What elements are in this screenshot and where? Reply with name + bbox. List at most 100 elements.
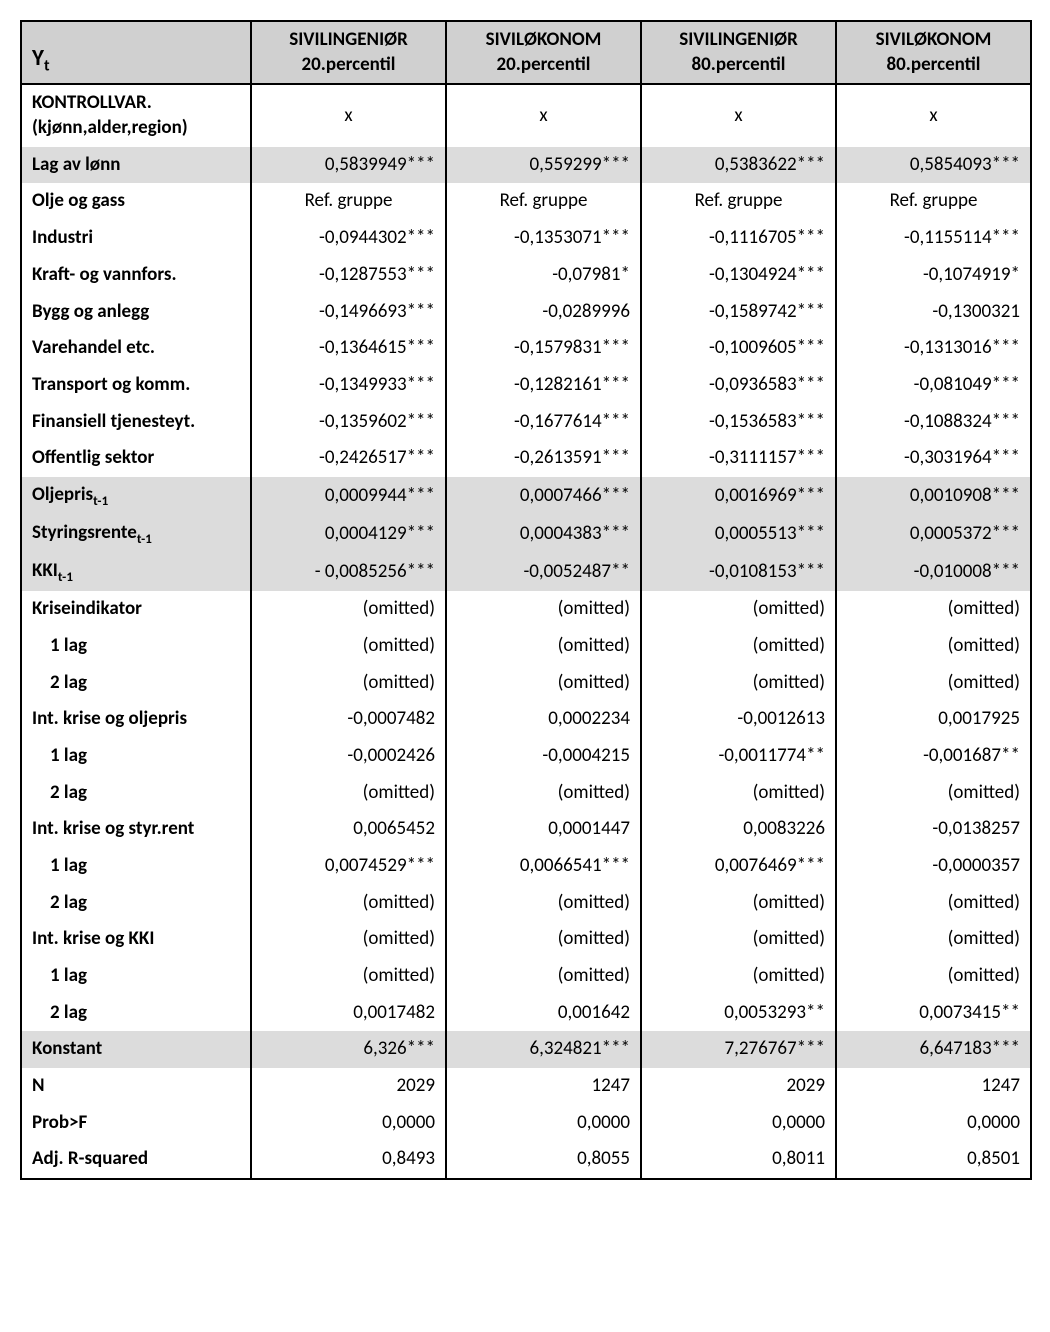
row-label: 1 lag <box>21 848 251 885</box>
table-row: Olje og gassRef. gruppeRef. gruppeRef. g… <box>21 183 1031 220</box>
row-label: Lag av lønn <box>21 147 251 184</box>
table-row: N2029124720291247 <box>21 1068 1031 1105</box>
cell-value: (omitted) <box>251 958 446 995</box>
cell-value: 0,0000 <box>446 1105 641 1142</box>
cell-value: Ref. gruppe <box>836 183 1031 220</box>
cell-value: 0,0083226 <box>641 811 836 848</box>
cell-value: -0,0012613 <box>641 701 836 738</box>
table-row: Finansiell tjenesteyt.-0,1359602***-0,16… <box>21 404 1031 441</box>
row-label: N <box>21 1068 251 1105</box>
row-label: Varehandel etc. <box>21 330 251 367</box>
row-label: 2 lag <box>21 885 251 922</box>
table-row: Lag av lønn0,5839949***0,559299***0,5383… <box>21 147 1031 184</box>
table-row: 2 lag(omitted)(omitted)(omitted)(omitted… <box>21 885 1031 922</box>
cell-value: 0,559299*** <box>446 147 641 184</box>
table-row: Oljeprist-10,0009944***0,0007466***0,001… <box>21 477 1031 515</box>
cell-value: -0,1155114*** <box>836 220 1031 257</box>
cell-value: -0,001687** <box>836 738 1031 775</box>
cell-value: (omitted) <box>836 958 1031 995</box>
row-label: Offentlig sektor <box>21 440 251 477</box>
cell-value: (omitted) <box>836 591 1031 628</box>
row-label: Int. krise og styr.rent <box>21 811 251 848</box>
cell-value: 6,647183*** <box>836 1031 1031 1068</box>
cell-value: 0,0053293** <box>641 995 836 1032</box>
table-row: 1 lag(omitted)(omitted)(omitted)(omitted… <box>21 958 1031 995</box>
cell-value: -0,0108153*** <box>641 553 836 591</box>
cell-value: Ref. gruppe <box>251 183 446 220</box>
cell-value: (omitted) <box>836 921 1031 958</box>
row-label: 2 lag <box>21 995 251 1032</box>
cell-value: (omitted) <box>836 775 1031 812</box>
cell-value: -0,0138257 <box>836 811 1031 848</box>
cell-value: (omitted) <box>251 628 446 665</box>
col-header-line1: SIVILINGENIØR <box>289 28 408 51</box>
cell-value: 0,0005372*** <box>836 515 1031 553</box>
cell-value: (omitted) <box>251 591 446 628</box>
table-row: 2 lag0,00174820,0016420,0053293**0,00734… <box>21 995 1031 1032</box>
cell-value: (omitted) <box>641 958 836 995</box>
cell-value: -0,3031964*** <box>836 440 1031 477</box>
cell-value: 0,0000 <box>641 1105 836 1142</box>
cell-value: -0,1589742*** <box>641 294 836 331</box>
table-row: Industri-0,0944302***-0,1353071***-0,111… <box>21 220 1031 257</box>
col-header-line2: 20.percentil <box>302 53 396 76</box>
cell-value: (omitted) <box>446 921 641 958</box>
cell-value: 0,0004383*** <box>446 515 641 553</box>
cell-value: - 0,0085256*** <box>251 553 446 591</box>
col-header-line2: 80.percentil <box>692 53 786 76</box>
cell-value: 0,0001447 <box>446 811 641 848</box>
cell-value: (omitted) <box>641 775 836 812</box>
row-label: Kraft- og vannfors. <box>21 257 251 294</box>
cell-value: x <box>641 84 836 146</box>
cell-value: 6,326*** <box>251 1031 446 1068</box>
table-row: 2 lag(omitted)(omitted)(omitted)(omitted… <box>21 775 1031 812</box>
table-row: Adj. R-squared0,84930,80550,80110,8501 <box>21 1141 1031 1179</box>
cell-value: 0,8055 <box>446 1141 641 1179</box>
col-header-0: SIVILINGENIØR 20.percentil <box>251 21 446 84</box>
cell-value: 2029 <box>251 1068 446 1105</box>
cell-value: -0,3111157*** <box>641 440 836 477</box>
cell-value: (omitted) <box>641 591 836 628</box>
cell-value: (omitted) <box>446 591 641 628</box>
cell-value: 1247 <box>836 1068 1031 1105</box>
cell-value: (omitted) <box>641 921 836 958</box>
cell-value: 6,324821*** <box>446 1031 641 1068</box>
row-label: 2 lag <box>21 665 251 702</box>
cell-value: (omitted) <box>446 665 641 702</box>
cell-value: 0,0065452 <box>251 811 446 848</box>
table-row: Int. krise og KKI(omitted)(omitted)(omit… <box>21 921 1031 958</box>
cell-value: 7,276767*** <box>641 1031 836 1068</box>
col-header-line2: 20.percentil <box>497 53 591 76</box>
row-label: Prob>F <box>21 1105 251 1142</box>
col-header-line2: 80.percentil <box>887 53 981 76</box>
table-row: Konstant6,326***6,324821***7,276767***6,… <box>21 1031 1031 1068</box>
row-label: 1 lag <box>21 958 251 995</box>
cell-value: -0,0011774** <box>641 738 836 775</box>
cell-value: 0,5839949*** <box>251 147 446 184</box>
cell-value: -0,1088324*** <box>836 404 1031 441</box>
cell-value: -0,1364615*** <box>251 330 446 367</box>
cell-value: -0,1677614*** <box>446 404 641 441</box>
cell-value: -0,1116705*** <box>641 220 836 257</box>
table-header: Yt SIVILINGENIØR 20.percentil SIVILØKONO… <box>21 21 1031 84</box>
cell-value: Ref. gruppe <box>641 183 836 220</box>
cell-value: (omitted) <box>251 921 446 958</box>
table-row: Bygg og anlegg-0,1496693***-0,0289996-0,… <box>21 294 1031 331</box>
cell-value: -0,010008*** <box>836 553 1031 591</box>
cell-value: 0,0016969*** <box>641 477 836 515</box>
cell-value: (omitted) <box>836 628 1031 665</box>
cell-value: 0,0004129*** <box>251 515 446 553</box>
cell-value: 0,5383622*** <box>641 147 836 184</box>
row-label: 1 lag <box>21 628 251 665</box>
table-row: Kriseindikator(omitted)(omitted)(omitted… <box>21 591 1031 628</box>
table-row: Int. krise og styr.rent0,00654520,000144… <box>21 811 1031 848</box>
cell-value: -0,0002426 <box>251 738 446 775</box>
row-label: Kriseindikator <box>21 591 251 628</box>
row-label: Adj. R-squared <box>21 1141 251 1179</box>
cell-value: 2029 <box>641 1068 836 1105</box>
table-row: Varehandel etc.-0,1364615***-0,1579831**… <box>21 330 1031 367</box>
cell-value: (omitted) <box>446 885 641 922</box>
cell-value: -0,1313016*** <box>836 330 1031 367</box>
cell-value: -0,1300321 <box>836 294 1031 331</box>
cell-value: -0,1353071*** <box>446 220 641 257</box>
